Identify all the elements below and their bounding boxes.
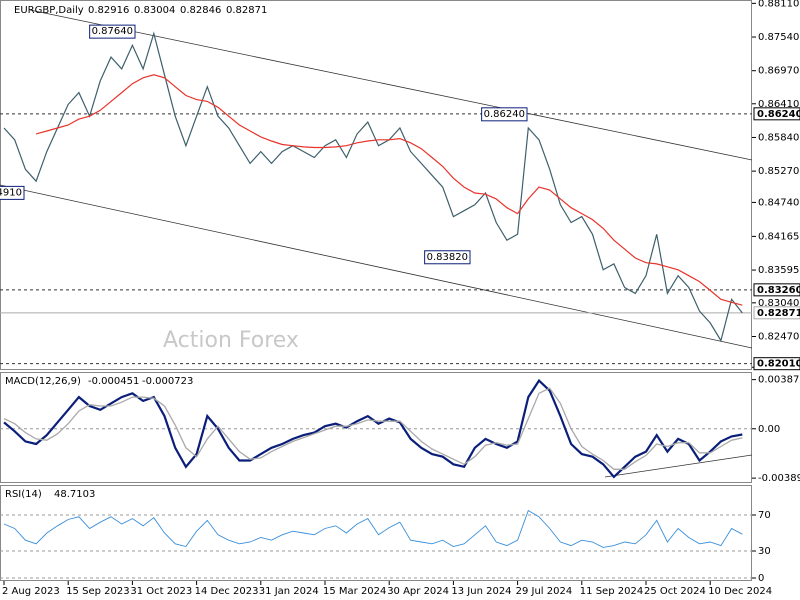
series-line xyxy=(3,509,743,548)
annotation-box xyxy=(0,185,25,200)
y-tick-label: 0.88110 xyxy=(758,0,799,9)
x-tick-label: 29 Jul 2024 xyxy=(516,586,573,597)
ohlc-close: 0.82871 xyxy=(226,5,267,16)
y-tick-label: 0.83595 xyxy=(758,265,799,276)
level-label: 0.82871 xyxy=(757,308,800,319)
series-line xyxy=(3,31,743,343)
y-tick-label: 0.86410 xyxy=(758,99,799,110)
y-tick-label: 0.00 xyxy=(758,424,780,435)
y-tick-label: 0.003878 xyxy=(758,375,800,386)
rsi-value: 48.7103 xyxy=(54,489,95,500)
level-label: 0.86240 xyxy=(757,109,800,120)
series-line xyxy=(3,387,743,470)
macd-signal-value: -0.000723 xyxy=(142,376,193,387)
price-panel xyxy=(0,0,752,370)
series-line xyxy=(35,74,743,306)
level-box xyxy=(753,283,800,297)
x-tick-label: 13 Jun 2024 xyxy=(451,586,511,597)
y-tick-label: 0.86970 xyxy=(758,66,799,77)
ohlc-low: 0.82846 xyxy=(180,5,221,16)
annotation: 0.86240 xyxy=(484,109,525,120)
y-tick-label: 0.85270 xyxy=(758,166,799,177)
x-tick-label: 14 Dec 2023 xyxy=(195,586,259,597)
level-box xyxy=(753,357,800,371)
macd-trendline xyxy=(604,454,753,478)
annotation-box xyxy=(424,250,471,265)
annotation-box xyxy=(481,107,528,122)
annotation-box xyxy=(89,24,136,39)
x-tick-label: 10 Dec 2024 xyxy=(708,586,772,597)
y-tick-label: 0.82470 xyxy=(758,332,799,343)
y-tick-label: -0.003894 xyxy=(758,473,800,484)
y-tick-label: 0.87540 xyxy=(758,32,799,43)
x-tick-label: 15 Sep 2023 xyxy=(66,586,129,597)
rsi-panel xyxy=(0,485,752,581)
level-box xyxy=(753,107,800,121)
watermark: Action Forex xyxy=(163,328,299,353)
rsi-title: RSI(14) xyxy=(5,489,42,500)
x-tick-label: 15 Mar 2024 xyxy=(323,586,386,597)
symbol: EURGBP,Daily xyxy=(14,5,84,16)
level-label: 0.82010 xyxy=(757,359,800,370)
y-tick-label: 0 xyxy=(758,573,764,584)
y-tick-label: 0.84740 xyxy=(758,197,799,208)
level-box xyxy=(753,306,800,320)
macd-value: -0.000451 xyxy=(88,376,139,387)
annotation: 0.84910 xyxy=(0,187,22,198)
macd-title: MACD(12,26,9) xyxy=(5,376,81,387)
y-tick-label: 0.84165 xyxy=(758,231,799,242)
channel-upper xyxy=(29,9,753,161)
ohlc-open: 0.82916 xyxy=(88,5,129,16)
x-tick-label: 11 Sep 2024 xyxy=(580,586,643,597)
annotation: 0.87640 xyxy=(92,26,133,37)
macd-panel xyxy=(0,372,752,483)
y-tick-label: 70 xyxy=(758,510,771,521)
x-tick-label: 31 Oct 2023 xyxy=(130,586,192,597)
channel-lower xyxy=(0,184,753,349)
x-tick-label: 2 Aug 2023 xyxy=(2,586,60,597)
ohlc-high: 0.83004 xyxy=(134,5,175,16)
x-tick-label: 30 Apr 2024 xyxy=(387,586,449,597)
y-tick-label: 0.83040 xyxy=(758,298,799,309)
x-tick-label: 31 Jan 2024 xyxy=(259,586,319,597)
y-tick-label: 30 xyxy=(758,546,771,557)
x-tick-label: 25 Oct 2024 xyxy=(644,586,706,597)
y-tick-label: 0.85840 xyxy=(758,132,799,143)
level-label: 0.83260 xyxy=(757,285,800,296)
annotation: 0.83820 xyxy=(427,252,468,263)
